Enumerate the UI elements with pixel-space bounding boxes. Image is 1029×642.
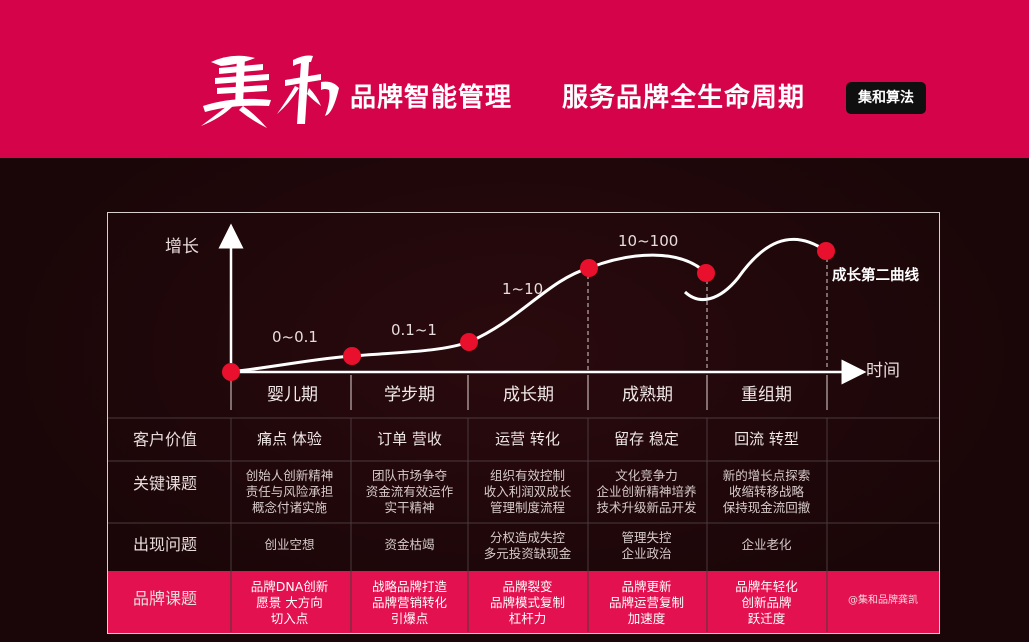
marker-second-curve xyxy=(817,242,835,260)
brand-logo xyxy=(201,55,339,128)
dashed-guides xyxy=(587,251,828,370)
cell-problems: 创业空想 xyxy=(264,537,315,552)
dark-background xyxy=(0,158,1029,642)
header-subtitle: 品牌智能管理 xyxy=(350,83,513,113)
range-label-2: 0.1~1 xyxy=(391,321,437,339)
cell-key-topics: 新的增长点探索 收缩转移战略 保持现金流回撤 xyxy=(722,468,811,515)
brand-topic-band xyxy=(108,571,939,633)
cell-brand-topics: 品牌裂变 品牌模式复制 杠杆力 xyxy=(489,579,565,626)
row-label-customer-value: 客户价值 xyxy=(133,430,198,449)
algorithm-tag: 集和算法 xyxy=(846,82,926,114)
cell-problems: 资金枯竭 xyxy=(384,537,435,552)
header-banner xyxy=(0,0,1029,158)
stage-reorg: 重组期 xyxy=(741,385,792,405)
stage-infant: 婴儿期 xyxy=(267,385,318,405)
stage-mature: 成熟期 xyxy=(622,385,673,405)
cell-key-topics: 组织有效控制 收入利润双成长 管理制度流程 xyxy=(483,468,572,515)
row-label-brand-topics: 品牌课题 xyxy=(133,589,198,608)
growth-curve xyxy=(230,253,708,374)
range-label-1: 0~0.1 xyxy=(272,328,318,346)
cell-problems: 企业老化 xyxy=(741,537,792,552)
row-label-key-topics: 关键课题 xyxy=(133,474,198,493)
cell-customer-value: 回流 转型 xyxy=(734,430,799,448)
marker-growth xyxy=(580,259,598,277)
cell-problems: 管理失控 企业政治 xyxy=(621,530,672,561)
marker-origin xyxy=(222,363,240,381)
y-axis-label: 增长 xyxy=(165,237,199,257)
credit-text: @集和品牌龚凯 xyxy=(848,595,918,606)
cell-customer-value: 痛点 体验 xyxy=(257,430,322,448)
cell-brand-topics: 品牌更新 品牌运营复制 加速度 xyxy=(608,579,684,626)
second-growth-curve xyxy=(683,237,827,301)
row-dividers xyxy=(108,417,939,524)
cell-key-topics: 文化竞争力 企业创新精神培养 技术升级新品开发 xyxy=(596,468,697,515)
range-label-3: 1~10 xyxy=(502,280,544,298)
cell-customer-value: 运营 转化 xyxy=(495,430,560,448)
stage-markers xyxy=(222,242,835,381)
stage-toddler: 学步期 xyxy=(384,385,435,405)
second-curve-label: 成长第二曲线 xyxy=(832,268,919,284)
cell-problems: 分权造成失控 多元投资缺现金 xyxy=(483,530,572,561)
cell-brand-topics: 品牌DNA创新 愿景 大方向 切入点 xyxy=(250,579,329,626)
cell-key-topics: 团队市场争夺 资金流有效运作 实干精神 xyxy=(365,468,454,515)
diagram-frame xyxy=(107,212,940,634)
column-dividers xyxy=(230,418,828,632)
cell-brand-topics: 品牌年轻化 创新品牌 跃迁度 xyxy=(735,579,798,626)
marker-toddler xyxy=(460,333,478,351)
cell-key-topics: 创始人创新精神 责任与风险承担 概念付诸实施 xyxy=(245,468,334,515)
marker-infant xyxy=(343,347,361,365)
row-label-problems: 出现问题 xyxy=(133,535,198,554)
stage-growth: 成长期 xyxy=(503,385,554,405)
range-label-4: 10~100 xyxy=(618,232,679,250)
marker-mature xyxy=(697,264,715,282)
x-axis-label: 时间 xyxy=(866,361,900,381)
cell-brand-topics: 战略品牌打造 品牌营销转化 引爆点 xyxy=(371,579,447,626)
cell-customer-value: 订单 营收 xyxy=(377,430,442,448)
cell-customer-value: 留存 稳定 xyxy=(614,430,679,448)
header-tagline: 服务品牌全生命周期 xyxy=(562,83,806,113)
